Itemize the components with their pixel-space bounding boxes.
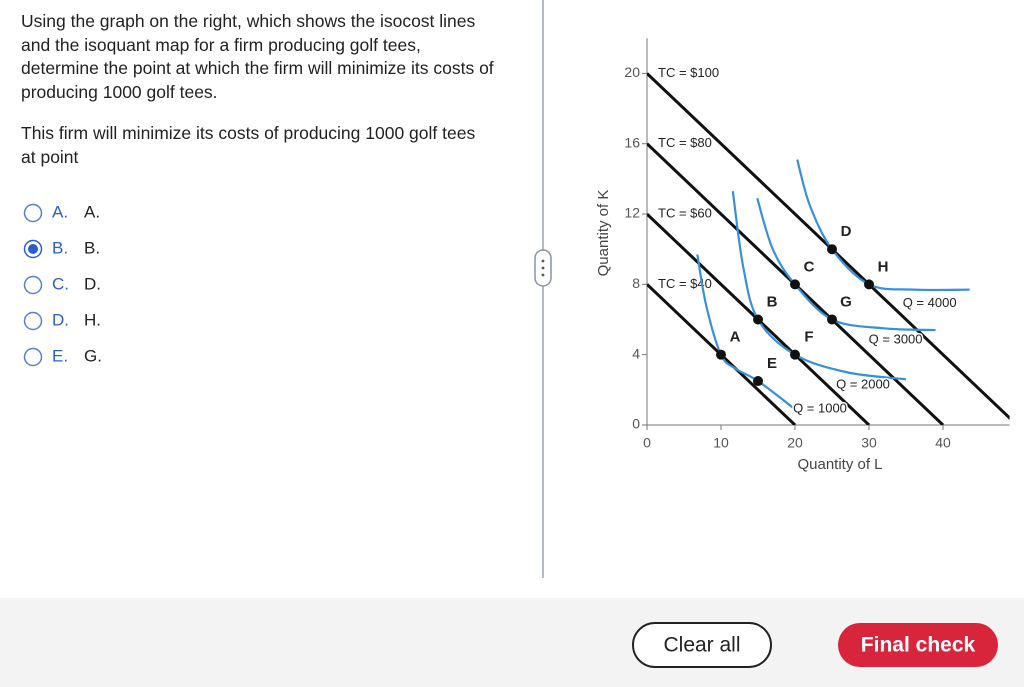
y-tick-label: 16 [624, 134, 640, 150]
point [827, 314, 837, 325]
radio-button[interactable] [23, 311, 43, 331]
radio-selected-dot [28, 244, 38, 254]
chart: 0 4 8 12 16 20 0 10 20 30 40 Quantity of L Quantity … [595, 38, 1010, 473]
point-label: F [804, 329, 813, 346]
point [753, 314, 763, 325]
final-check-label: Final check [861, 634, 976, 657]
point [716, 349, 726, 360]
radio-button[interactable] [23, 347, 43, 367]
x-tick-label: 20 [787, 435, 803, 451]
point [790, 279, 800, 290]
y-tick-label: 8 [632, 275, 640, 291]
point-label: H [878, 258, 889, 275]
point-label: C [804, 258, 815, 275]
point-label: E [767, 355, 777, 372]
series-label: TC = $40 [658, 276, 712, 291]
series-label: Q = 3000 [869, 332, 923, 347]
series-label: TC = $60 [658, 205, 712, 220]
handle-dot [541, 266, 545, 270]
point-label: G [840, 293, 852, 310]
option-text: D. [84, 274, 101, 293]
point [790, 349, 800, 360]
series-line [731, 191, 907, 381]
series-line [796, 159, 970, 292]
y-tick-label: 0 [632, 416, 640, 432]
point-label: B [767, 293, 778, 310]
series-label: TC = $100 [658, 65, 719, 80]
option-letter: A. [52, 202, 68, 221]
x-tick-label: 10 [713, 435, 729, 451]
series-label: Q = 1000 [793, 401, 847, 416]
point [864, 279, 874, 290]
series-label: Q = 4000 [903, 295, 957, 310]
option-letter: C. [52, 274, 69, 293]
radio-button[interactable] [23, 275, 43, 295]
point [753, 376, 763, 387]
handle-dot [541, 273, 545, 277]
clear-all-button[interactable] [632, 622, 772, 668]
series-label: Q = 2000 [836, 377, 890, 392]
option-text: A. [84, 202, 100, 221]
point-label: D [841, 223, 852, 240]
point-label: A [730, 329, 741, 346]
x-axis-label: Quantity of L [797, 456, 882, 473]
series-label: TC = $80 [658, 135, 712, 150]
x-tick-label: 40 [935, 435, 951, 451]
option-text: H. [84, 310, 101, 329]
final-check-button[interactable] [838, 623, 998, 667]
y-axis-label: Quantity of K [595, 190, 612, 277]
y-tick-label: 20 [624, 64, 640, 80]
point [827, 244, 837, 255]
y-tick-label: 4 [632, 345, 640, 361]
question-lead: This firm will minimize its costs of pro… [21, 123, 476, 167]
option-letter: B. [52, 238, 68, 257]
clear-all-label: Clear all [663, 634, 740, 657]
option-text: B. [84, 238, 100, 257]
question-prompt: Using the graph on the right, which show… [21, 11, 494, 102]
y-tick-label: 12 [624, 205, 640, 221]
series-line [756, 197, 936, 332]
option-letter: D. [52, 310, 69, 329]
x-tick-label: 30 [861, 435, 877, 451]
handle-dot [541, 259, 545, 263]
option-text: G. [84, 346, 102, 365]
x-tick-label: 0 [643, 435, 651, 451]
radio-button[interactable] [23, 203, 43, 223]
option-letter: E. [52, 346, 68, 365]
options: A. A. B. B. C. D. D. H. E. G. [23, 202, 102, 367]
